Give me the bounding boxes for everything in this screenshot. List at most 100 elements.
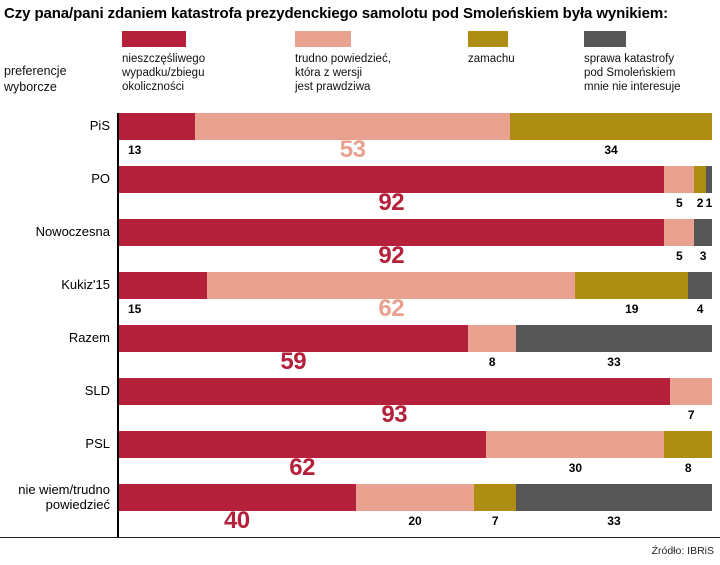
bar-segment-accident: [118, 378, 671, 405]
bar-segment-not-interested: [515, 325, 712, 352]
value-label: 1: [705, 196, 713, 210]
bar-segment-accident: [118, 272, 208, 299]
legend-item-attack: zamachu: [468, 31, 568, 66]
chart-row: PO 92 5 2 1: [0, 166, 712, 219]
bar-segment-uncertain: [195, 113, 511, 140]
bar-segment-accident: [118, 325, 469, 352]
bar-segment-uncertain: [355, 484, 475, 511]
bar-values: 13 53 34: [118, 136, 712, 166]
value-label: 53: [339, 136, 366, 163]
chart-row: SLD 93 7: [0, 378, 712, 431]
value-label: 3: [699, 249, 707, 263]
value-label: 20: [408, 514, 422, 528]
row-plot: 92 5 3: [118, 219, 712, 272]
value-label: 5: [675, 249, 683, 263]
chart-row: Nowoczesna 92 5 3: [0, 219, 712, 272]
bar-segment-uncertain: [664, 166, 695, 193]
bar-segment-accident: [118, 113, 196, 140]
bar-values: 92 5 2 1: [118, 189, 713, 219]
row-plot: 13 53 34: [118, 113, 712, 166]
bar-segment-accident: [118, 484, 356, 511]
category-label: PiS: [89, 118, 110, 134]
stacked-bar: [118, 325, 712, 352]
value-label: 93: [381, 401, 408, 428]
row-plot: 62 30 8: [118, 431, 712, 484]
bar-segment-uncertain: [486, 431, 665, 458]
category-label: PSL: [85, 436, 110, 452]
stacked-bar: [118, 431, 712, 458]
legend-label-attack: zamachu: [468, 53, 515, 65]
y-axis-caption: preferencje wyborcze: [4, 64, 67, 94]
value-label: 33: [607, 355, 621, 369]
stacked-bar-chart: PiS 13 53 34 PO 92 5 2 1 Nowoczesna 92 5 3 Kukiz'15 15…: [0, 113, 720, 538]
bar-segment-not-interested: [688, 272, 712, 299]
legend-swatch-attack-icon: [468, 31, 508, 47]
bar-values: 15 62 19 4: [118, 295, 712, 325]
bar-values: 40 20 7 33: [118, 507, 712, 537]
legend-item-uncertain: trudno powiedzieć, która z wersji jest p…: [295, 31, 407, 94]
chart-title: Czy pana/pani zdaniem katastrofa prezyde…: [4, 5, 668, 22]
bar-segment-uncertain: [670, 378, 712, 405]
value-label: 8: [488, 355, 496, 369]
bar-segment-uncertain: [468, 325, 516, 352]
category-label: SLD: [84, 383, 110, 399]
value-label: 7: [687, 408, 695, 422]
value-label: 30: [568, 461, 583, 475]
category-label: Razem: [68, 330, 110, 346]
value-label: 8: [684, 461, 692, 475]
legend-swatch-not-interested-icon: [584, 31, 626, 47]
source-credit: Źródło: IBRiS: [651, 545, 714, 557]
bar-values: 59 8 33: [118, 348, 712, 378]
bar-segment-not-interested: [706, 166, 712, 193]
legend-swatch-accident-icon: [122, 31, 186, 47]
legend: preferencje wyborcze nieszczęśliwego wyp…: [0, 23, 720, 113]
category-label: Kukiz'15: [61, 277, 110, 293]
legend-label-uncertain: trudno powiedzieć, która z wersji jest p…: [295, 53, 391, 94]
row-plot: 15 62 19 4: [118, 272, 712, 325]
stacked-bar: [118, 378, 712, 405]
bar-segment-attack: [694, 166, 707, 193]
stacked-bar: [118, 166, 712, 193]
value-label: 40: [223, 507, 250, 534]
row-plot: 40 20 7 33: [118, 484, 712, 537]
chart-row: Razem 59 8 33: [0, 325, 712, 378]
legend-swatch-uncertain-icon: [295, 31, 351, 47]
chart-row: Kukiz'15 15 62 19 4: [0, 272, 712, 325]
bar-segment-attack: [510, 113, 712, 140]
stacked-bar: [118, 484, 712, 511]
bar-segment-not-interested: [694, 219, 712, 246]
row-plot: 92 5 2 1: [118, 166, 712, 219]
legend-item-accident: nieszczęśliwego wypadku/zbiegu okoliczno…: [122, 31, 242, 94]
bar-values: 93 7: [118, 401, 712, 431]
y-axis-line: [117, 113, 119, 537]
stacked-bar: [118, 113, 712, 140]
value-label: 19: [625, 302, 639, 316]
footer: Źródło: IBRiS: [0, 538, 720, 559]
value-label: 7: [491, 514, 499, 528]
value-label: 34: [604, 143, 618, 157]
bar-segment-uncertain: [664, 219, 695, 246]
stacked-bar: [118, 219, 712, 246]
chart-rows: PiS 13 53 34 PO 92 5 2 1 Nowoczesna 92 5 3 Kukiz'15 15…: [0, 113, 712, 537]
value-label: 4: [696, 302, 704, 316]
category-label: nie wiem/trudno powiedzieć: [18, 481, 110, 512]
bar-segment-accident: [118, 431, 487, 458]
value-label: 33: [607, 514, 621, 528]
stacked-bar: [118, 272, 712, 299]
row-plot: 59 8 33: [118, 325, 712, 378]
value-label: 2: [696, 196, 704, 210]
chart-row: PiS 13 53 34: [0, 113, 712, 166]
value-label: 92: [378, 242, 405, 269]
value-label: 62: [289, 454, 315, 481]
bar-segment-attack: [575, 272, 689, 299]
bar-segment-attack: [664, 431, 712, 458]
bar-segment-accident: [118, 166, 665, 193]
bar-segment-not-interested: [515, 484, 712, 511]
bar-values: 62 30 8: [118, 454, 712, 484]
category-label: Nowoczesna: [35, 224, 110, 240]
value-label: 92: [378, 189, 405, 216]
chart-row: PSL 62 30 8: [0, 431, 712, 484]
value-label: 59: [280, 348, 307, 375]
chart-row: nie wiem/trudno powiedzieć 40 20 7 33: [0, 481, 712, 537]
